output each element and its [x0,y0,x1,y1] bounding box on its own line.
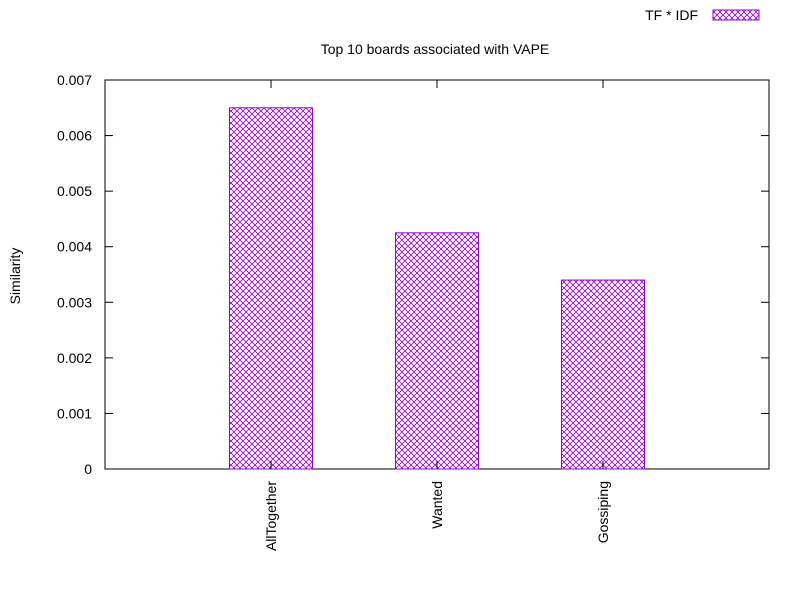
legend-swatch [712,9,760,21]
legend: TF * IDF [645,7,760,23]
x-axis-ticks: AllTogether Wanted Gossiping [263,80,611,551]
legend-label: TF * IDF [645,7,698,23]
y-axis-label: Similarity [7,248,23,305]
y-tick-label: 0.006 [57,128,92,144]
y-axis-ticks: 0 0.001 0.002 0.003 0.004 0.005 0.006 0.007 [57,72,769,477]
y-tick-label: 0.004 [57,239,92,255]
y-tick-label: 0 [84,461,92,477]
y-tick-label: 0.003 [57,294,92,310]
x-tick-label: Wanted [429,481,445,529]
bar-alltogether [229,107,313,470]
bar-wanted [395,232,479,470]
bar-gossiping [561,279,645,470]
y-tick-label: 0.007 [57,72,92,88]
y-tick-label: 0.005 [57,183,92,199]
x-tick-label: AllTogether [263,481,279,551]
chart-title: Top 10 boards associated with VAPE [321,41,550,57]
bars [229,107,645,470]
y-tick-label: 0.002 [57,350,92,366]
y-tick-label: 0.001 [57,405,92,421]
x-tick-label: Gossiping [595,481,611,543]
